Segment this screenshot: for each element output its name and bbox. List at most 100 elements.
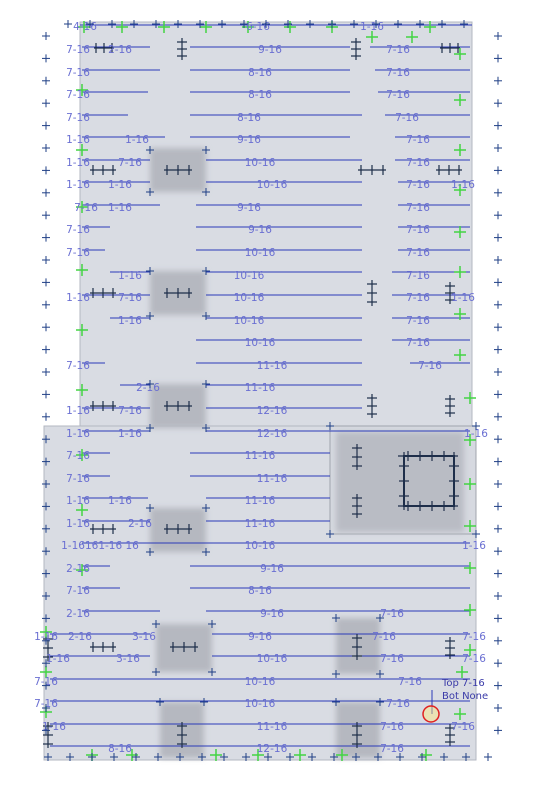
rebar-label[interactable]: 1-16 bbox=[125, 134, 149, 146]
rebar-label[interactable]: 1-16 bbox=[360, 21, 384, 33]
column-support[interactable] bbox=[352, 494, 362, 518]
node-marker[interactable] bbox=[76, 504, 88, 516]
node-marker[interactable] bbox=[76, 384, 88, 396]
node-marker[interactable] bbox=[464, 478, 476, 490]
rebar-label[interactable]: 7-16 bbox=[386, 89, 410, 101]
rebar-label[interactable]: 2-16 bbox=[66, 563, 90, 575]
node-marker[interactable] bbox=[40, 626, 52, 638]
rebar-label[interactable]: 1-16 bbox=[66, 134, 90, 146]
rebar-label[interactable]: 8-16 bbox=[248, 67, 272, 79]
node-marker[interactable] bbox=[454, 144, 466, 156]
rebar-label[interactable]: 1-16 bbox=[118, 428, 142, 440]
selected-strip-callout[interactable]: Top 7-16 Bot None bbox=[422, 678, 488, 723]
column-support[interactable] bbox=[94, 43, 114, 53]
rebar-label[interactable]: 12-16 bbox=[257, 743, 288, 755]
rebar-label[interactable]: 2-16 bbox=[66, 608, 90, 620]
column-support[interactable] bbox=[440, 43, 460, 53]
column-support[interactable] bbox=[90, 524, 116, 534]
node-marker[interactable] bbox=[116, 21, 128, 33]
node-marker[interactable] bbox=[464, 644, 476, 656]
rebar-label[interactable]: 10-16 bbox=[234, 270, 265, 282]
rebar-label[interactable]: 7-16 bbox=[386, 698, 410, 710]
column-support[interactable] bbox=[164, 288, 192, 298]
node-marker[interactable] bbox=[336, 749, 348, 761]
rebar-label[interactable]: 1-16 bbox=[108, 202, 132, 214]
rebar-label[interactable]: 7-16 bbox=[118, 405, 142, 417]
rebar-label[interactable]: 1-16 bbox=[66, 405, 90, 417]
rebar-label[interactable]: 7-16 bbox=[66, 112, 90, 124]
rebar-label[interactable]: 7-16 bbox=[406, 292, 430, 304]
node-marker[interactable] bbox=[366, 31, 378, 43]
node-marker[interactable] bbox=[76, 144, 88, 156]
rebar-label[interactable]: 1-16 bbox=[66, 157, 90, 169]
rebar-label[interactable]: 10-16 bbox=[257, 653, 288, 665]
node-marker[interactable] bbox=[252, 749, 264, 761]
rebar-label[interactable]: 1-16 bbox=[451, 179, 475, 191]
node-marker[interactable] bbox=[464, 434, 476, 446]
rebar-label[interactable]: 1-16 bbox=[66, 179, 90, 191]
rebar-label[interactable]: 2-16 bbox=[68, 631, 92, 643]
rebar-label[interactable]: 1-16 bbox=[118, 270, 142, 282]
column-support[interactable] bbox=[90, 642, 116, 652]
column-support[interactable] bbox=[164, 524, 192, 534]
rebar-label[interactable]: 7-16 bbox=[406, 157, 430, 169]
node-marker[interactable] bbox=[294, 749, 306, 761]
rebar-label[interactable]: 7-16 bbox=[380, 743, 404, 755]
rebar-label[interactable]: 11-16 bbox=[245, 450, 276, 462]
rebar-label[interactable]: 7-16 bbox=[406, 134, 430, 146]
rebar-label[interactable]: 10-16 bbox=[245, 247, 276, 259]
column-support[interactable] bbox=[352, 722, 362, 748]
column-support[interactable] bbox=[352, 634, 362, 660]
rebar-label[interactable]: 1-16 bbox=[118, 315, 142, 327]
rebar-label[interactable]: 7-16 bbox=[66, 247, 90, 259]
rebar-label[interactable]: 10-16 bbox=[245, 540, 276, 552]
rebar-lines[interactable] bbox=[50, 24, 472, 747]
rebar-label[interactable]: 2-16 bbox=[108, 44, 132, 56]
column-support[interactable] bbox=[90, 165, 116, 175]
rebar-label[interactable]: 10-16 bbox=[245, 337, 276, 349]
rebar-label[interactable]: 11-16 bbox=[245, 518, 276, 530]
column-support[interactable] bbox=[436, 165, 462, 175]
node-marker[interactable] bbox=[284, 21, 296, 33]
rebar-label[interactable]: 7-16 bbox=[66, 360, 90, 372]
rebar-label[interactable]: 7-16 bbox=[462, 631, 486, 643]
column-support[interactable] bbox=[398, 451, 458, 461]
rebar-label[interactable]: 7-16 bbox=[406, 202, 430, 214]
rebar-label[interactable]: 10-16 bbox=[234, 292, 265, 304]
rebar-label[interactable]: 7-16 bbox=[66, 224, 90, 236]
column-support[interactable] bbox=[445, 724, 455, 746]
rebar-label[interactable]: 1-16 bbox=[66, 428, 90, 440]
rebar-label[interactable]: 7-16 bbox=[118, 157, 142, 169]
rebar-label[interactable]: 8-16 bbox=[108, 743, 132, 755]
column-supports[interactable] bbox=[43, 38, 462, 748]
rebar-label[interactable]: 8-16 bbox=[248, 89, 272, 101]
node-marker[interactable] bbox=[454, 308, 466, 320]
rebar-label[interactable]: 11-16 bbox=[257, 360, 288, 372]
node-marker[interactable] bbox=[454, 226, 466, 238]
node-marker[interactable] bbox=[200, 21, 212, 33]
rebar-label[interactable]: 7-16 bbox=[66, 473, 90, 485]
drop-panel[interactable] bbox=[336, 432, 464, 532]
rebar-label[interactable]: 10-16 bbox=[245, 157, 276, 169]
rebar-label[interactable]: 1-16 bbox=[464, 428, 488, 440]
node-marker[interactable] bbox=[158, 21, 170, 33]
node-marker[interactable] bbox=[76, 201, 88, 213]
column-support[interactable] bbox=[367, 280, 377, 306]
rebar-label[interactable]: 8-16 bbox=[248, 585, 272, 597]
column-support[interactable] bbox=[177, 722, 187, 748]
column-support[interactable] bbox=[164, 401, 192, 411]
rebar-label[interactable]: 7-16 bbox=[372, 631, 396, 643]
drop-panel[interactable] bbox=[336, 618, 380, 674]
column-support[interactable] bbox=[358, 165, 386, 175]
column-support[interactable] bbox=[367, 394, 377, 418]
rebar-label[interactable]: 11-16 bbox=[245, 382, 276, 394]
rebar-label[interactable]: 7-16 bbox=[380, 721, 404, 733]
rebar-label[interactable]: 7-16 bbox=[418, 360, 442, 372]
rebar-label[interactable]: 3-16 bbox=[132, 631, 156, 643]
rebar-label[interactable]: 7-16 bbox=[66, 89, 90, 101]
rebar-label[interactable]: 9-16 bbox=[260, 563, 284, 575]
rebar-label[interactable]: 7-16 bbox=[386, 44, 410, 56]
node-marker[interactable] bbox=[76, 324, 88, 336]
rebar-label[interactable]: 1-16 bbox=[451, 292, 475, 304]
rebar-label[interactable]: 2-16 bbox=[128, 518, 152, 530]
